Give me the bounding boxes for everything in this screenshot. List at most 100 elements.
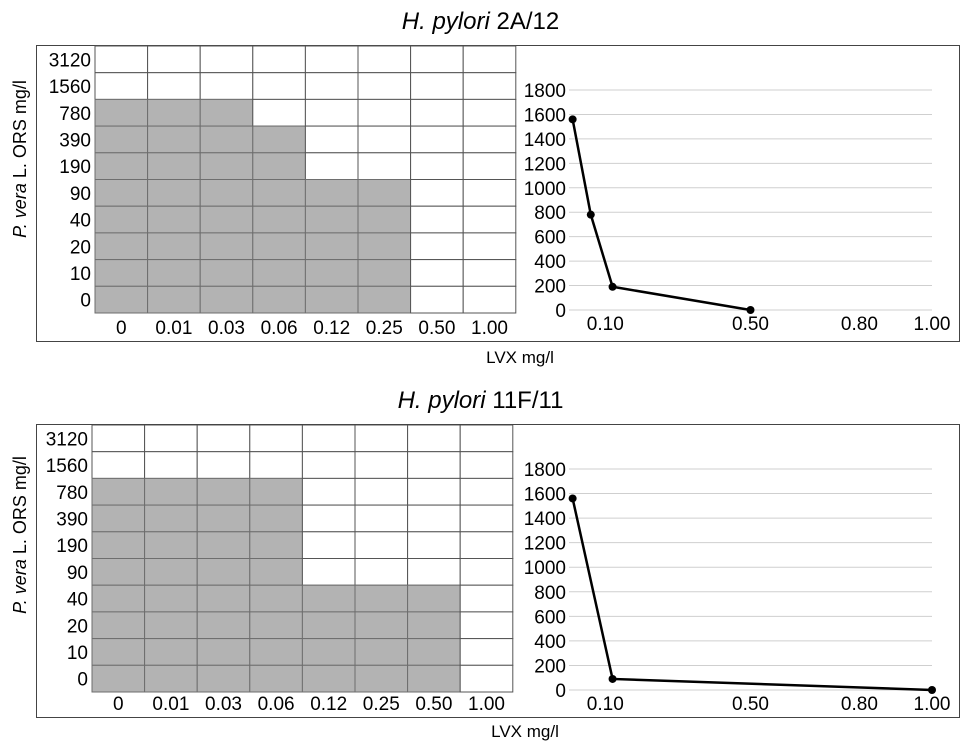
panel-1-cell bbox=[304, 125, 359, 154]
panel-1-cell bbox=[252, 72, 306, 100]
panel-1-x-tick-label: 0 bbox=[116, 318, 127, 339]
panel-1-cell bbox=[304, 98, 359, 127]
panel-1-cell bbox=[357, 72, 412, 100]
panel-1-y-tick-label: 1560 bbox=[49, 77, 91, 98]
panel-2-iso-point bbox=[928, 686, 936, 694]
panel-1-cell bbox=[462, 72, 517, 100]
panel-1-cell bbox=[357, 152, 412, 181]
panel-2-iso-y-tick-label: 0 bbox=[555, 681, 566, 702]
panel-2-cell bbox=[301, 558, 356, 586]
panel-2-iso-y-tick-label: 1200 bbox=[524, 534, 566, 555]
panel-1-cell bbox=[462, 125, 517, 154]
panel-2-cell bbox=[196, 477, 251, 506]
panel-1-cell bbox=[304, 205, 359, 234]
panel-1-cell bbox=[252, 125, 306, 154]
panel-1-cell bbox=[304, 72, 359, 100]
panel-2-cell bbox=[459, 451, 514, 479]
panel-2-cell bbox=[354, 664, 409, 693]
panel-1-cell bbox=[304, 285, 359, 314]
panel-2-iso-y-tick-label: 1000 bbox=[524, 558, 566, 579]
panel-2-cell bbox=[407, 504, 461, 533]
panel-2-cell bbox=[91, 531, 146, 559]
panel-2-y-tick-label: 190 bbox=[56, 536, 88, 557]
panel-2-cell bbox=[301, 664, 356, 693]
panel-1-cell bbox=[147, 179, 201, 207]
panel-1-cell bbox=[252, 259, 306, 287]
panel-1-cell bbox=[199, 98, 254, 127]
panel-2-x-tick-label: 1.00 bbox=[468, 694, 505, 715]
panel-1-y-tick-label: 390 bbox=[59, 130, 91, 151]
panel-1-cell bbox=[147, 285, 201, 314]
panel-1-cell bbox=[147, 125, 201, 154]
panel-1-cell bbox=[462, 232, 517, 261]
panel-1-cell bbox=[199, 232, 254, 261]
panel-1-cell bbox=[147, 45, 201, 74]
panel-2-cell bbox=[91, 558, 146, 586]
panel-2-frame bbox=[36, 424, 960, 718]
panel-1-y-tick-label: 0 bbox=[80, 291, 91, 312]
panel-2-iso-y-tick-label: 200 bbox=[534, 656, 566, 677]
panel-1-x-tick-label: 0.50 bbox=[418, 318, 455, 339]
panel-1-cell bbox=[410, 259, 464, 287]
panel-2-cell bbox=[407, 424, 461, 453]
panel-1-y-tick-label: 10 bbox=[70, 264, 91, 285]
panel-2-iso-y-tick-label: 600 bbox=[534, 607, 566, 628]
panel-1-iso-x-tick-label: 1.00 bbox=[914, 314, 951, 335]
panel-2-cell bbox=[407, 531, 461, 559]
panel-2-cell bbox=[301, 638, 356, 666]
panel-1-y-tick-label: 190 bbox=[59, 157, 91, 178]
panel-1-iso-y-tick-label: 200 bbox=[534, 277, 566, 298]
panel-1-iso-y-tick-label: 1200 bbox=[524, 154, 566, 175]
panel-1-cell bbox=[147, 205, 201, 234]
panel-2-y-tick-label: 20 bbox=[67, 616, 88, 637]
panel-2-x-tick-label: 0.12 bbox=[310, 694, 347, 715]
panel-2-cell bbox=[196, 664, 251, 693]
panel-2-x-axis-label: LVX mg/l bbox=[491, 722, 559, 741]
panel-1-cell bbox=[199, 125, 254, 154]
panel-2-y-tick-label: 780 bbox=[56, 483, 88, 504]
panel-2-cell bbox=[196, 451, 251, 479]
panel-1-cell bbox=[410, 45, 464, 74]
panel-2-y-tick-label: 0 bbox=[77, 670, 88, 691]
panel-2-y-axis-label: P. vera L. ORS mg/l bbox=[10, 456, 30, 614]
panel-2-cell bbox=[354, 477, 409, 506]
panel-1-cell bbox=[94, 285, 149, 314]
panel-1-cell bbox=[357, 232, 412, 261]
panel-1-iso-point bbox=[586, 210, 595, 219]
panel-1-cell bbox=[94, 232, 149, 261]
panel-2-cell bbox=[91, 477, 146, 506]
panel-2-cell bbox=[144, 531, 198, 559]
panel-1-iso-y-tick-label: 600 bbox=[534, 228, 566, 249]
panel-1-cell bbox=[357, 259, 412, 287]
panel-2-title-strain: 11F/11 bbox=[492, 387, 564, 414]
panel-2-y-tick-label: 10 bbox=[67, 643, 88, 664]
panel-1-cell bbox=[304, 232, 359, 261]
panel-1-iso-line bbox=[571, 119, 751, 312]
panel-1-iso-y-tick-label: 1400 bbox=[524, 130, 566, 151]
panel-1-cell bbox=[462, 205, 517, 234]
panel-2-iso-y-tick-label: 400 bbox=[534, 632, 566, 653]
panel-1-x-tick-label: 0.03 bbox=[208, 318, 245, 339]
panel-1-cell bbox=[94, 259, 149, 287]
panel-2-iso-y-tick-label: 1600 bbox=[524, 485, 566, 506]
panel-2-cell bbox=[144, 611, 198, 640]
panel-2-iso-y-tick-label: 800 bbox=[534, 583, 566, 604]
panel-1-x-tick-label: 0.12 bbox=[313, 318, 350, 339]
panel-1-iso-point bbox=[746, 306, 755, 314]
panel-1-cell bbox=[147, 259, 201, 287]
panel-2-iso-x-tick-label: 1.00 bbox=[914, 694, 951, 715]
panel-1-cell bbox=[199, 152, 254, 181]
panel-2-cell bbox=[249, 451, 303, 479]
panel-2-cell bbox=[301, 531, 356, 559]
panel-2-cell bbox=[249, 558, 303, 586]
panel-2-cell bbox=[196, 424, 251, 453]
panel-1-y-tick-label: 40 bbox=[70, 211, 91, 232]
panel-1-cell bbox=[252, 285, 306, 314]
panel-2-cell bbox=[354, 638, 409, 666]
panel-2-cell bbox=[144, 638, 198, 666]
panel-1-cell bbox=[462, 179, 517, 207]
panel-2-cell bbox=[144, 558, 198, 586]
panel-1-cell bbox=[199, 259, 254, 287]
panel-1-iso-x-tick-label: 0.50 bbox=[732, 314, 769, 335]
panel-1-cell bbox=[357, 125, 412, 154]
